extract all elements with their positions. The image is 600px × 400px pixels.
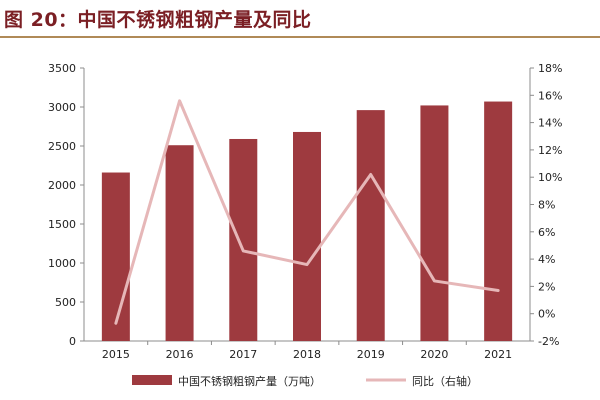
chart-title: 图 20：中国不锈钢粗钢产量及同比 (4, 8, 312, 31)
line-point (243, 250, 244, 251)
y-right-tick-label: 6% (538, 226, 555, 239)
y-left-tick-label: 3000 (48, 101, 76, 114)
title-row: 图 20：中国不锈钢粗钢产量及同比 (4, 2, 312, 34)
y-right-tick-label: 0% (538, 308, 555, 321)
x-tick-label: 2021 (484, 348, 512, 361)
yoy-line (114, 99, 500, 325)
y-right-tick-label: -2% (538, 335, 559, 348)
y-right-tick-label: 12% (538, 144, 562, 157)
y-left-tick-label: 500 (55, 296, 76, 309)
x-tick-label: 2015 (102, 348, 130, 361)
x-tick-label: 2019 (357, 348, 385, 361)
title-divider (0, 36, 600, 38)
x-tick-label: 2020 (420, 348, 448, 361)
y-right-tick-label: 8% (538, 199, 555, 212)
y-left-tick-label: 3500 (48, 62, 76, 75)
line-point (434, 280, 435, 281)
line-point (307, 264, 308, 265)
x-tick-label: 2016 (166, 348, 194, 361)
chart-axes: 0 500 1000 1500 2000 2500 3000 3500 -2% 0% 2% 4% 6% 8… (48, 62, 562, 361)
y-left-tick-label: 1500 (48, 218, 76, 231)
x-tick-label: 2018 (293, 348, 321, 361)
y-right-tick-label: 4% (538, 253, 555, 266)
legend-bar-label: 中国不锈钢粗钢产量（万吨） (178, 374, 321, 388)
bar (229, 138, 258, 341)
y-right-tick-label: 16% (538, 89, 562, 102)
bar (165, 145, 194, 341)
x-tick-label: 2017 (229, 348, 257, 361)
y-left-tick-label: 0 (69, 335, 76, 348)
bar (293, 131, 321, 341)
y-left-tick-label: 2000 (48, 179, 76, 192)
bar (420, 105, 449, 341)
legend-bar-swatch (132, 375, 172, 385)
y-left-tick-label: 1000 (48, 257, 76, 270)
y-right-tick-label: 18% (538, 62, 562, 75)
chart-legend: 中国不锈钢粗钢产量（万吨） 同比（右轴） (132, 374, 478, 388)
bar (101, 172, 130, 341)
line-point (498, 290, 499, 291)
bar-series (101, 101, 513, 342)
y-right-tick-label: 10% (538, 171, 562, 184)
line-point (115, 323, 116, 324)
y-right-tick-label: 14% (538, 117, 562, 130)
bar (356, 110, 385, 342)
legend-line-label: 同比（右轴） (412, 374, 478, 388)
bar (484, 101, 513, 341)
y-left-tick-label: 2500 (48, 140, 76, 153)
line-point (179, 100, 180, 101)
line-series (114, 99, 500, 325)
y-right-tick-label: 2% (538, 280, 555, 293)
line-point (370, 174, 371, 175)
